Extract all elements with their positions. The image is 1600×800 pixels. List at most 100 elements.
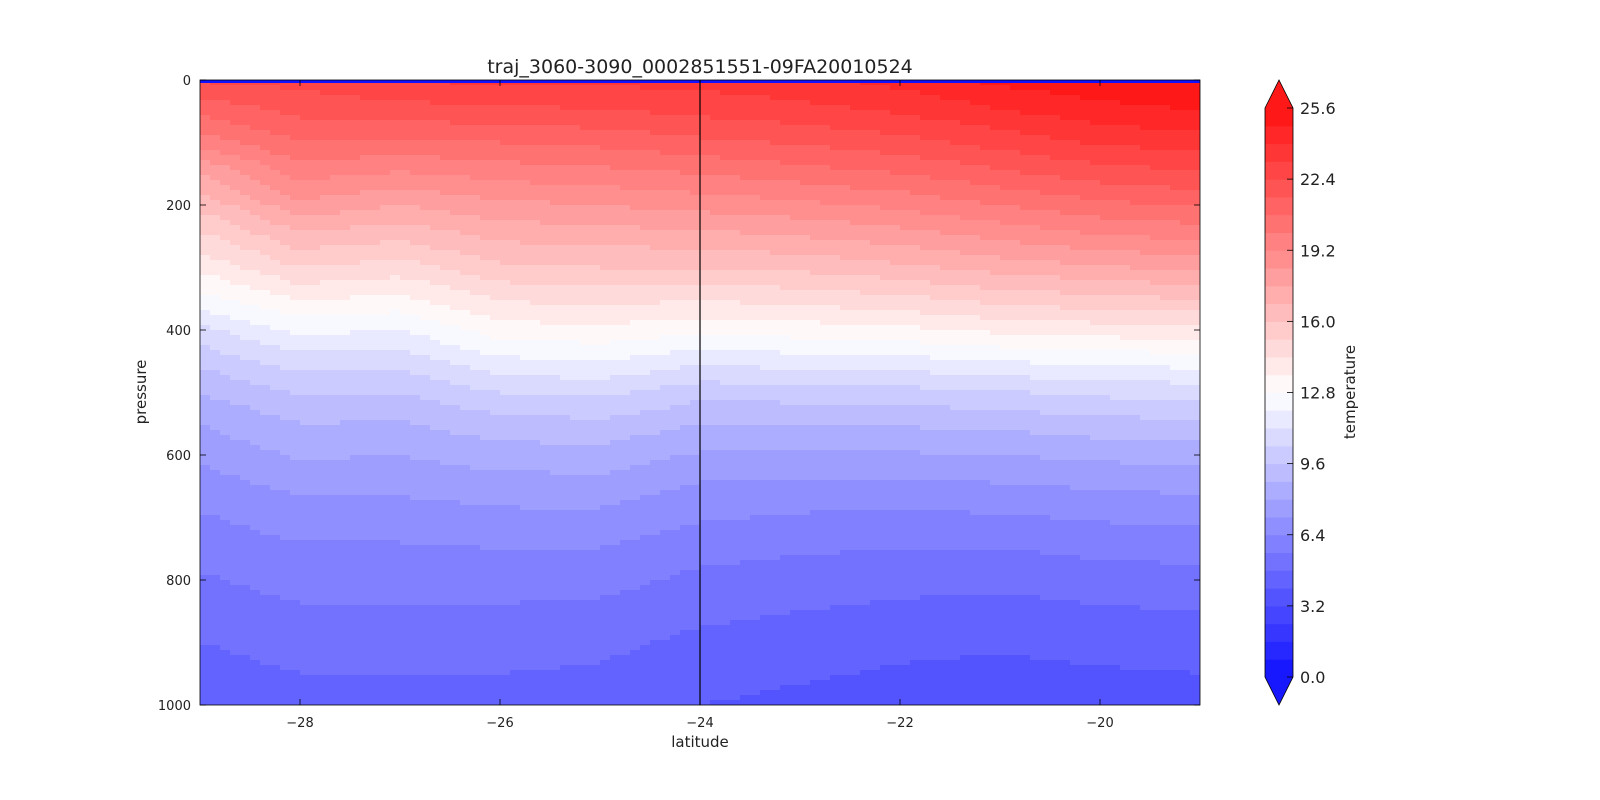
temperature-cell <box>340 655 351 661</box>
temperature-cell <box>510 490 521 496</box>
temperature-cell <box>260 600 271 606</box>
temperature-cell <box>270 510 281 516</box>
temperature-cell <box>580 405 591 411</box>
temperature-cell <box>230 330 241 336</box>
temperature-cell <box>270 645 281 651</box>
temperature-cell <box>370 190 381 196</box>
temperature-cell <box>250 385 261 391</box>
temperature-cell <box>380 340 391 346</box>
temperature-cell <box>500 665 511 671</box>
temperature-cell <box>340 445 351 451</box>
temperature-cell <box>380 190 391 196</box>
temperature-cell <box>490 620 501 626</box>
temperature-cell <box>280 95 291 101</box>
temperature-cell <box>270 255 281 261</box>
temperature-cell <box>550 155 561 161</box>
temperature-cell <box>290 595 301 601</box>
temperature-cell <box>260 190 271 196</box>
temperature-cell <box>300 605 311 611</box>
temperature-cell <box>270 390 281 396</box>
temperature-cell <box>380 600 391 606</box>
temperature-cell <box>510 205 521 211</box>
temperature-cell <box>550 500 561 506</box>
temperature-cell <box>400 540 411 546</box>
temperature-cell <box>330 345 341 351</box>
temperature-cell <box>300 360 311 366</box>
temperature-cell <box>590 670 601 676</box>
temperature-cell <box>300 130 311 136</box>
temperature-cell <box>580 130 591 136</box>
temperature-cell <box>420 120 431 126</box>
temperature-cell <box>380 415 391 421</box>
temperature-cell <box>460 545 471 551</box>
temperature-cell <box>290 340 301 346</box>
temperature-cell <box>570 280 581 286</box>
temperature-cell <box>580 685 591 691</box>
temperature-cell <box>450 480 461 486</box>
temperature-cell <box>250 620 261 626</box>
temperature-cell <box>280 605 291 611</box>
temperature-cell <box>580 255 591 261</box>
temperature-cell <box>450 285 461 291</box>
temperature-cell <box>340 260 351 266</box>
temperature-cell <box>470 425 481 431</box>
temperature-cell <box>300 535 311 541</box>
temperature-cell <box>370 575 381 581</box>
temperature-cell <box>430 395 441 401</box>
temperature-cell <box>460 310 471 316</box>
temperature-cell <box>360 470 371 476</box>
temperature-cell <box>460 180 471 186</box>
temperature-cell <box>520 685 531 691</box>
temperature-cell <box>540 650 551 656</box>
temperature-cell <box>530 530 541 536</box>
temperature-cell <box>380 515 391 521</box>
temperature-cell <box>470 355 481 361</box>
temperature-cell <box>240 290 251 296</box>
temperature-cell <box>230 585 241 591</box>
temperature-cell <box>220 200 231 206</box>
temperature-cell <box>330 640 341 646</box>
temperature-cell <box>440 360 451 366</box>
temperature-cell <box>560 165 571 171</box>
temperature-cell <box>280 525 291 531</box>
temperature-cell <box>460 565 471 571</box>
temperature-cell <box>240 625 251 631</box>
temperature-cell <box>590 465 601 471</box>
temperature-cell <box>400 490 411 496</box>
temperature-cell <box>550 95 561 101</box>
temperature-cell <box>290 225 301 231</box>
temperature-cell <box>500 280 511 286</box>
temperature-cell <box>520 265 531 271</box>
temperature-cell <box>470 500 481 506</box>
temperature-cell <box>200 620 211 626</box>
temperature-cell <box>390 105 401 111</box>
temperature-cell <box>350 260 361 266</box>
temperature-cell <box>390 625 401 631</box>
temperature-cell <box>590 440 601 446</box>
temperature-cell <box>380 490 391 496</box>
temperature-cell <box>410 515 421 521</box>
temperature-cell <box>490 270 501 276</box>
temperature-cell <box>290 210 301 216</box>
temperature-cell <box>410 640 421 646</box>
temperature-cell <box>420 545 431 551</box>
temperature-cell <box>260 415 271 421</box>
temperature-cell <box>210 550 221 556</box>
temperature-cell <box>520 670 531 676</box>
temperature-cell <box>360 605 371 611</box>
temperature-cell <box>220 420 231 426</box>
temperature-cell <box>260 620 271 626</box>
temperature-cell <box>260 110 271 116</box>
temperature-cell <box>380 560 391 566</box>
temperature-cell <box>560 415 571 421</box>
temperature-cell <box>230 280 241 286</box>
temperature-cell <box>200 630 211 636</box>
temperature-cell <box>420 275 431 281</box>
temperature-cell <box>250 535 261 541</box>
temperature-cell <box>230 505 241 511</box>
temperature-cell <box>500 490 511 496</box>
temperature-cell <box>450 305 461 311</box>
temperature-cell <box>240 400 251 406</box>
temperature-cell <box>570 585 581 591</box>
temperature-cell <box>220 660 231 666</box>
